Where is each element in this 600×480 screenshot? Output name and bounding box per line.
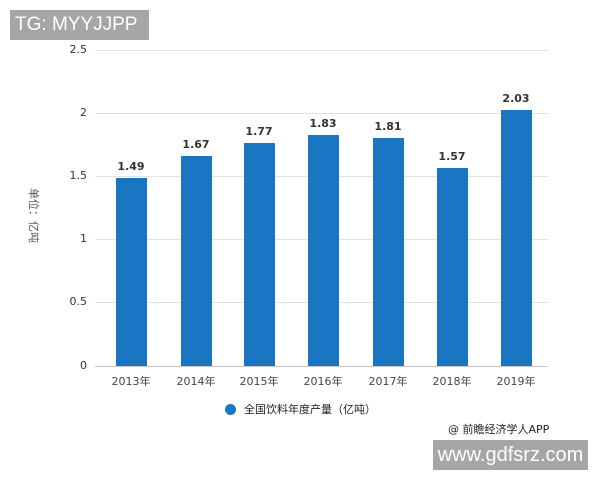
- bar-value-label: 1.77: [245, 124, 273, 138]
- bar[interactable]: [437, 168, 468, 366]
- y-tick: 2: [80, 106, 87, 119]
- legend-label: 全国饮料年度产量（亿吨）: [244, 403, 376, 416]
- bar-value-label: 1.57: [438, 150, 466, 164]
- y-tick: 1: [80, 232, 87, 245]
- x-tick: 2014年: [176, 375, 216, 388]
- bar-value-label: 1.83: [309, 117, 337, 131]
- bar-value-label: 1.81: [374, 119, 402, 133]
- bar[interactable]: [501, 110, 532, 366]
- y-tick: 1.5: [69, 169, 88, 182]
- watermark-banner-bottom: www.gdfsrz.com: [433, 440, 588, 470]
- bar[interactable]: [373, 137, 404, 366]
- source-credit: @ 前瞻经济学人APP: [448, 423, 550, 436]
- bar-value-label: 2.03: [502, 92, 530, 106]
- x-tick: 2019年: [496, 375, 536, 388]
- bar[interactable]: [244, 142, 275, 366]
- x-axis-line: [95, 366, 548, 367]
- bar[interactable]: [308, 135, 339, 366]
- gridline-2.5: [95, 50, 548, 51]
- y-axis-label: 单位：亿吨: [27, 188, 40, 243]
- y-tick: 0: [80, 359, 87, 372]
- x-tick: 2018年: [432, 375, 472, 388]
- bar[interactable]: [181, 155, 212, 366]
- bar[interactable]: [116, 178, 147, 366]
- y-tick: 0.5: [69, 295, 88, 308]
- legend-marker-icon: [225, 403, 236, 415]
- bar-value-label: 1.49: [117, 160, 145, 174]
- x-tick: 2017年: [368, 375, 408, 388]
- y-tick: 2.5: [69, 43, 88, 56]
- legend[interactable]: 全国饮料年度产量（亿吨）: [225, 401, 376, 417]
- watermark-banner-top: TG: MYYJJPP: [10, 10, 149, 40]
- x-tick: 2015年: [239, 375, 279, 388]
- gridline-2: [95, 113, 548, 114]
- bar-value-label: 1.67: [182, 137, 210, 151]
- x-tick: 2013年: [111, 375, 151, 388]
- x-tick: 2016年: [303, 375, 343, 388]
